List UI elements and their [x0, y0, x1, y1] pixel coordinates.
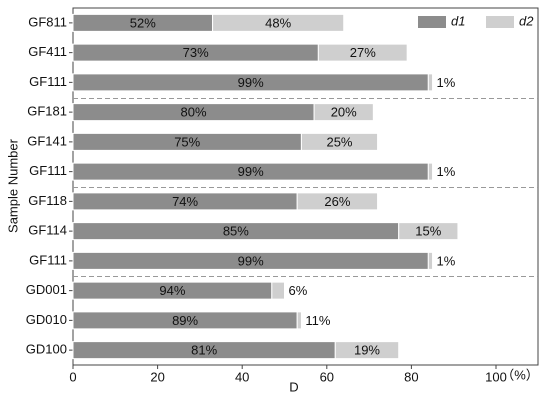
- x-tick-label: 80: [404, 369, 418, 384]
- bar-label: 81%: [191, 343, 217, 358]
- bar-label: 6%: [289, 283, 308, 298]
- y-tick-label: GF118: [28, 193, 67, 208]
- bar-segment: [271, 281, 285, 300]
- bar-label: 26%: [324, 194, 350, 209]
- bar-label: 85%: [223, 224, 249, 239]
- x-tick-label: 20: [150, 369, 164, 384]
- bar-label: 99%: [238, 253, 264, 268]
- y-tick-label: GF181: [27, 104, 67, 119]
- bar-segment: [300, 132, 379, 151]
- y-tick-label: GD010: [26, 312, 67, 327]
- bar-label: 1%: [437, 253, 456, 268]
- bar-label: 27%: [350, 45, 376, 60]
- bar-label: 80%: [181, 105, 207, 120]
- bar-label: 99%: [238, 75, 264, 90]
- y-tick-label: GF111: [29, 163, 67, 178]
- legend-label: d2: [519, 13, 534, 28]
- legend-swatch: [486, 16, 514, 28]
- bar-label: 25%: [326, 134, 352, 149]
- bar-label: 19%: [354, 343, 380, 358]
- bar-segment: [398, 222, 459, 241]
- y-axis-label: Sample Number: [5, 138, 20, 233]
- bar-label: 89%: [172, 313, 198, 328]
- y-tick-label: GF111: [29, 74, 67, 89]
- y-tick-label: GF114: [28, 223, 67, 238]
- y-tick-label: GD100: [26, 342, 67, 357]
- bar-label: 1%: [437, 164, 456, 179]
- bar-segment: [317, 43, 408, 62]
- bar-segment: [296, 311, 302, 330]
- bar-label: 74%: [172, 194, 198, 209]
- legend-label: d1: [451, 13, 465, 28]
- y-tick-label: GD001: [26, 282, 67, 297]
- y-tick-label: GF111: [29, 252, 67, 267]
- y-tick-label: GF411: [28, 44, 67, 59]
- y-tick-label: GF141: [27, 133, 67, 148]
- legend-swatch: [418, 16, 446, 28]
- x-axis-unit: （%）: [501, 367, 539, 382]
- bar-label: 15%: [415, 224, 441, 239]
- bar-segment: [212, 13, 345, 32]
- bar-label: 75%: [174, 134, 200, 149]
- x-tick-label: 100: [485, 369, 507, 384]
- bar-label: 99%: [238, 164, 264, 179]
- bar-segment: [334, 341, 400, 360]
- bar-segment: [427, 251, 434, 270]
- bar-label: 11%: [305, 313, 330, 328]
- bar-segment: [296, 192, 379, 211]
- x-axis-label: D: [289, 379, 298, 394]
- bar-label: 20%: [331, 105, 357, 120]
- bar-segment: [427, 73, 434, 92]
- y-tick-label: GF811: [28, 14, 67, 29]
- bar-label: 1%: [437, 75, 456, 90]
- x-tick-label: 0: [69, 369, 76, 384]
- bar-label: 73%: [183, 45, 209, 60]
- bar-segment: [427, 162, 434, 181]
- plot-frame: [72, 7, 539, 366]
- x-tick-label: 60: [320, 369, 334, 384]
- bar-label: 94%: [159, 283, 185, 298]
- x-tick-label: 40: [235, 369, 249, 384]
- bar-label: 52%: [130, 15, 156, 30]
- bar-label: 48%: [265, 15, 291, 30]
- bar-segment: [313, 103, 374, 122]
